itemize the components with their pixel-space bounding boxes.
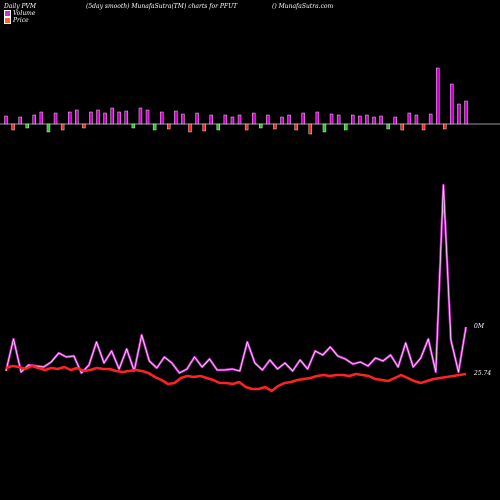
volume-bar (159, 111, 164, 125)
volume-bar (280, 116, 284, 125)
price-end-label: 25.74 (474, 370, 492, 377)
volume-bar (322, 123, 327, 133)
volume-bar (372, 116, 376, 125)
volume-bar (251, 112, 256, 125)
site-credit: () MunafaSutra.com (272, 3, 334, 10)
volume-bar (435, 67, 440, 125)
volume-end-label: 0M (474, 323, 484, 330)
volume-bar (188, 123, 192, 133)
volume-bar (96, 109, 100, 125)
volume-bar (223, 114, 228, 125)
volume-bar (464, 100, 468, 125)
volume-bar (82, 123, 86, 129)
legend-swatch-volume (4, 10, 11, 17)
volume-bar (4, 115, 8, 125)
volume-bar (273, 123, 277, 130)
volume-bar (336, 114, 341, 125)
chart-type-label: Daily PVM (4, 3, 37, 10)
volume-bar (25, 123, 29, 129)
volume-bar (329, 113, 334, 125)
volume-bar (450, 83, 454, 125)
volume-bar (287, 114, 291, 125)
volume-bar (202, 123, 206, 132)
volume-bar (407, 112, 412, 125)
volume-bar (60, 123, 65, 131)
volume-bar (308, 123, 313, 135)
volume-bar (230, 116, 235, 125)
volume-bar (75, 109, 79, 125)
legend-swatch-price (4, 17, 11, 24)
volume-bar (379, 115, 383, 125)
volume-bar (174, 110, 178, 125)
volume-bar (386, 123, 390, 130)
volume-bar (365, 114, 369, 125)
volume-bar (414, 114, 419, 125)
volume-bar (343, 123, 348, 131)
volume-bar (103, 112, 107, 125)
volume-bar (443, 123, 447, 130)
volume-bar (244, 123, 249, 131)
volume-bar (32, 114, 37, 125)
legend-label-price: Price (13, 17, 29, 24)
volume-bar (18, 116, 22, 125)
volume-bar (181, 113, 185, 125)
volume-bar (393, 116, 397, 125)
volume-bar (216, 123, 221, 131)
volume-bar (167, 123, 171, 130)
volume-bar (138, 107, 143, 125)
volume-bar (46, 123, 51, 133)
volume-bar (315, 111, 320, 125)
volume-bar (124, 110, 129, 125)
volume-bar (131, 123, 136, 129)
volume-line (4, 183, 468, 375)
volume-bar (67, 111, 72, 125)
volume-bar (421, 123, 426, 131)
volume-bar (195, 112, 199, 125)
volume-bar (39, 111, 44, 125)
volume-bar (266, 114, 270, 125)
legend-label-volume: Volume (13, 10, 36, 17)
volume-bar (53, 112, 58, 125)
legend-item-price: Price (4, 17, 29, 24)
volume-bar (457, 103, 461, 125)
volume-bar (301, 112, 305, 125)
volume-bar (209, 114, 213, 125)
volume-bar (259, 123, 263, 129)
price-line (5, 364, 467, 393)
volume-bar (89, 111, 93, 125)
volume-bar (117, 111, 121, 125)
volume-bar (400, 123, 405, 131)
volume-bar (428, 113, 433, 125)
volume-bar (351, 114, 355, 125)
legend-item-volume: Volume (4, 10, 35, 17)
volume-line-core (5, 184, 467, 374)
volume-bar (145, 109, 150, 125)
volume-bar (294, 123, 298, 131)
volume-bar (152, 123, 157, 131)
chart-title: (5day smooth) MunafaSutra(TM) charts for… (86, 3, 238, 10)
volume-bar (358, 115, 362, 125)
volume-bar (110, 107, 114, 125)
volume-bar (11, 123, 15, 131)
volume-bar (237, 114, 242, 125)
